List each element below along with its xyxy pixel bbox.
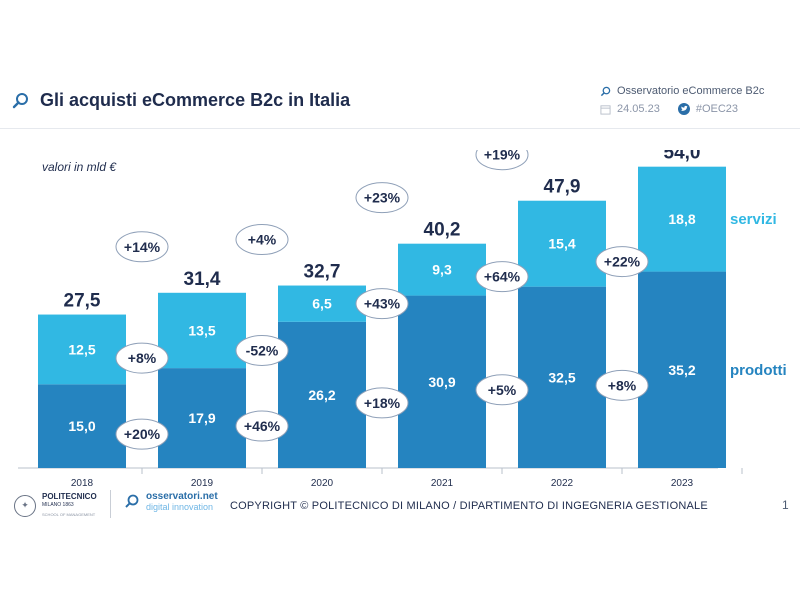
bar-servizi (38, 314, 126, 385)
total-label: 31,4 (184, 269, 221, 290)
x-tick-label: 2019 (191, 478, 214, 489)
growth-prodotti-oval (595, 369, 649, 401)
value-label-servizi: 13,5 (188, 322, 215, 338)
page-title: Gli acquisti eCommerce B2c in Italia (40, 90, 351, 110)
twitter-icon (677, 103, 690, 115)
calendar-icon (600, 104, 611, 115)
total-label: 32,7 (304, 262, 341, 283)
growth-servizi-oval (235, 334, 289, 366)
bar-servizi (158, 292, 246, 369)
growth-prodotti-oval (355, 387, 409, 419)
growth-servizi: -52% (246, 342, 279, 358)
growth-servizi-oval (595, 246, 649, 278)
bar-prodotti (638, 271, 726, 468)
osservatori-logo: osservatori.net digital innovation (124, 492, 218, 512)
value-label-servizi: 6,5 (312, 296, 332, 312)
value-label-servizi: 12,5 (68, 341, 95, 357)
growth-servizi-oval (115, 342, 169, 374)
series-label-servizi: servizi (730, 211, 777, 228)
growth-servizi-oval (475, 261, 529, 293)
meta-date-row: 24.05.23 #OEC23 (600, 100, 764, 118)
total-label: 54,0 (664, 150, 701, 164)
value-label-prodotti: 26,2 (308, 387, 335, 403)
chart-subtitle: valori in mld € (42, 160, 117, 174)
growth-prodotti: +8% (608, 377, 637, 393)
growth-total-oval (475, 150, 529, 171)
growth-prodotti: +18% (364, 395, 401, 411)
search-icon (600, 86, 611, 97)
date-item: 24.05.23 (600, 103, 660, 115)
value-label-prodotti: 35,2 (668, 362, 695, 378)
growth-total: +23% (364, 190, 401, 206)
bar-servizi (278, 285, 366, 322)
growth-prodotti: +5% (488, 382, 517, 398)
growth-servizi: +43% (364, 296, 401, 312)
footer-divider (110, 490, 111, 518)
growth-servizi: +64% (484, 269, 521, 285)
total-label: 27,5 (64, 291, 101, 312)
meta-block: Osservatorio eCommerce B2c 24.05.23 #OEC… (600, 82, 764, 118)
growth-servizi: +22% (604, 254, 641, 270)
date-text: 24.05.23 (617, 103, 660, 115)
bar-prodotti (278, 321, 366, 468)
growth-total: +4% (248, 232, 277, 248)
value-label-prodotti: 15,0 (68, 418, 95, 434)
org-name: Osservatorio eCommerce B2c (617, 85, 765, 97)
series-label-prodotti: prodotti (730, 362, 787, 379)
value-label-servizi: 18,8 (668, 211, 695, 227)
growth-total-oval (115, 231, 169, 263)
polimi-city: MILANO 1863 (42, 502, 74, 508)
value-label-prodotti: 17,9 (188, 410, 215, 426)
growth-total: +14% (124, 239, 161, 255)
value-label-prodotti: 30,9 (428, 374, 455, 390)
copyright-text: COPYRIGHT © POLITECNICO DI MILANO / DIPA… (230, 500, 708, 512)
osservatori-tagline: digital innovation (146, 502, 214, 512)
x-tick-label: 2018 (71, 478, 94, 489)
polimi-school: SCHOOL OF MANAGEMENT (42, 512, 96, 517)
x-tick-label: 2021 (431, 478, 454, 489)
total-label: 47,9 (544, 177, 581, 198)
growth-total-oval (355, 182, 409, 214)
x-tick-label: 2020 (311, 478, 334, 489)
value-label-servizi: 9,3 (432, 262, 452, 278)
search-icon (12, 92, 30, 110)
x-tick-label: 2023 (671, 478, 694, 489)
growth-prodotti-oval (475, 374, 529, 406)
title-block: Gli acquisti eCommerce B2c in Italia (12, 90, 350, 111)
x-tick-label: 2022 (551, 478, 574, 489)
growth-total-oval (235, 224, 289, 256)
value-label-prodotti: 32,5 (548, 369, 575, 385)
bar-servizi (518, 200, 606, 287)
bar-prodotti (158, 368, 246, 468)
bar-prodotti (518, 286, 606, 468)
bar-prodotti (38, 384, 126, 468)
growth-prodotti: +46% (244, 418, 281, 434)
growth-total: +19% (484, 150, 521, 163)
osservatori-name: osservatori.net (146, 491, 218, 502)
page-number: 1 (782, 498, 789, 512)
polimi-seal-icon: ✦ (14, 494, 36, 517)
growth-prodotti-oval (115, 418, 169, 450)
hashtag-text: #OEC23 (695, 103, 739, 115)
bar-servizi (638, 166, 726, 272)
bar-prodotti (398, 295, 486, 468)
search-icon (124, 494, 140, 510)
growth-servizi-oval (355, 288, 409, 320)
header-bar (0, 68, 800, 129)
value-label-servizi: 15,4 (548, 236, 575, 252)
growth-prodotti: +20% (124, 426, 161, 442)
polimi-logo: ✦ POLITECNICO MILANO 1863 SCHOOL OF MANA… (14, 492, 97, 519)
chart: 15,0 12,5 27,5 2018 17,9 13,5 31,4 2019 26,2 6,5 3… (18, 150, 787, 489)
polimi-name: POLITECNICO (42, 492, 97, 501)
meta-org-row: Osservatorio eCommerce B2c (600, 82, 764, 100)
bar-servizi (398, 243, 486, 296)
total-label: 40,2 (424, 220, 461, 241)
growth-prodotti-oval (235, 410, 289, 442)
growth-servizi: +8% (128, 350, 157, 366)
hashtag-item: #OEC23 (677, 103, 739, 115)
